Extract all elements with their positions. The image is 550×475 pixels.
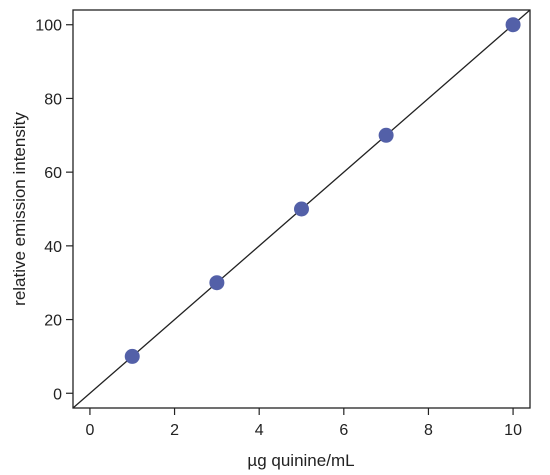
x-tick-label: 8 <box>424 422 433 439</box>
data-point <box>209 275 225 291</box>
data-point <box>378 127 394 143</box>
y-axis-ticks: 0 20 40 60 80 100 <box>35 18 73 403</box>
x-axis-ticks: 0 2 4 6 8 10 <box>85 408 522 439</box>
y-axis-title: relative emission intensity <box>10 112 29 306</box>
x-tick-label: 6 <box>339 422 348 439</box>
y-tick-label: 40 <box>44 239 62 256</box>
x-tick-label: 4 <box>255 422 264 439</box>
y-tick-label: 20 <box>44 313 62 330</box>
plot-frame <box>72 9 531 409</box>
x-axis-title: µg quinine/mL <box>247 451 354 470</box>
data-point <box>124 348 140 364</box>
data-point <box>505 17 521 33</box>
x-tick-label: 0 <box>85 422 94 439</box>
data-point <box>294 201 309 217</box>
y-tick-label: 60 <box>44 165 62 182</box>
data-points-layer <box>124 17 521 364</box>
x-tick-label: 10 <box>504 422 522 439</box>
y-tick-label: 0 <box>53 386 62 403</box>
x-tick-label: 2 <box>170 422 179 439</box>
y-tick-label: 80 <box>44 91 62 108</box>
y-tick-label: 100 <box>35 18 62 35</box>
